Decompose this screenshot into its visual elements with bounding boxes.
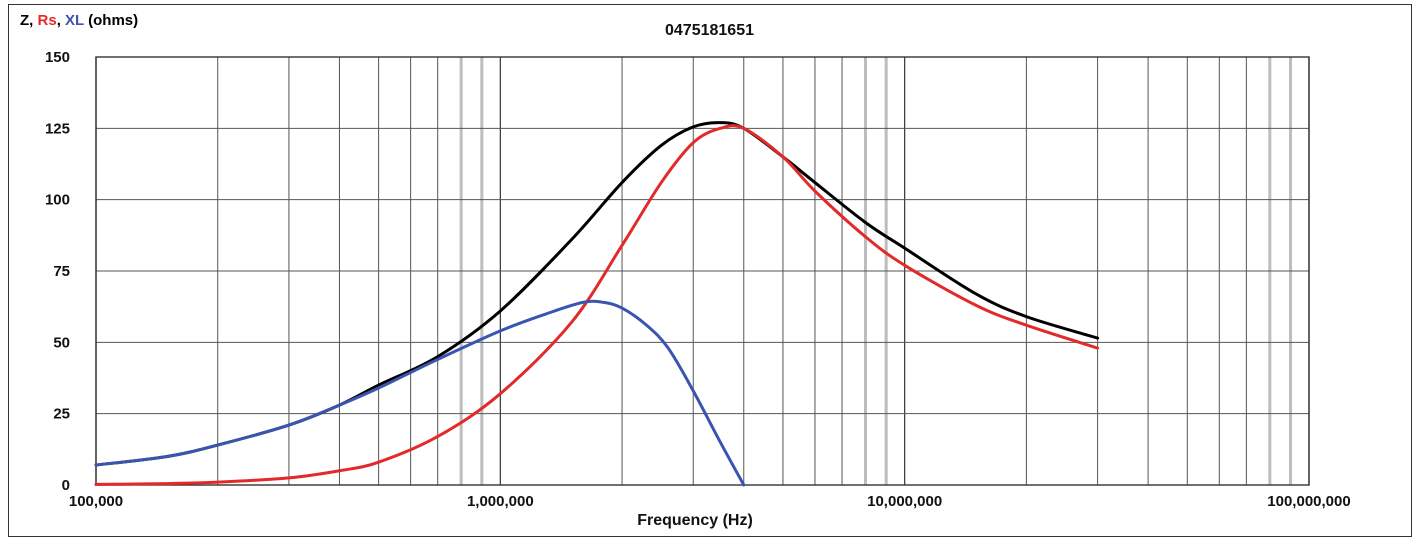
y-tick-label: 0 [62,477,70,494]
x-tick-label: 100,000,000 [1267,493,1350,510]
x-axis-label: Frequency (Hz) [637,512,753,529]
y-tick-label: 75 [53,263,70,280]
y-tick-label: 100 [45,192,70,209]
grid-lines [95,56,1310,486]
series-rs-line [94,124,1100,486]
y-label-units: (ohms) [83,12,139,29]
x-tick-label: 10,000,000 [867,493,942,510]
series-xl-line [94,299,746,487]
y-tick-label: 125 [45,120,70,137]
y-label-xl: XL [65,12,84,29]
chart-title: 0475181651 [665,22,754,39]
y-label-z: Z [20,12,30,29]
x-tick-labels: 100,000 1,000,000 10,000,000 100,000,000 [69,493,1351,510]
y-axis-label: Z, Rs, XL (ohms) [20,12,138,29]
chart-frame [8,4,1412,537]
y-tick-label: 50 [53,334,70,351]
y-label-sep: , [56,12,66,29]
x-tick-label: 100,000 [69,493,123,510]
y-label-sep: , [29,12,38,29]
plot-border [95,56,1310,486]
y-label-rs: Rs [37,12,57,29]
plot-border [95,56,1310,486]
y-tick-label: 25 [53,406,70,423]
series-group [94,121,1100,487]
x-tick-label: 1,000,000 [467,493,534,510]
y-tick-label: 150 [45,49,70,66]
y-tick-labels: 0 25 50 75 100 125 150 [45,49,70,494]
